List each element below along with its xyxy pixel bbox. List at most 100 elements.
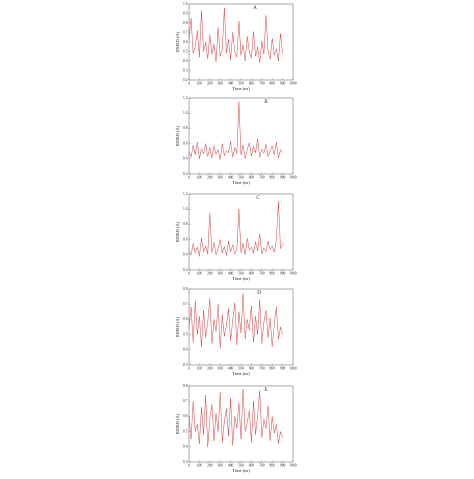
data-line [188,101,283,160]
y-tick-label: 0.5 [183,332,188,336]
y-tick-label: 0.3 [183,363,188,367]
y-tick-label: 0.4 [183,348,188,352]
y-tick-label: 0.4 [183,157,188,161]
y-tick-label: 0.9 [183,11,188,15]
x-tick-label: 0 [188,463,190,467]
data-line [188,293,283,349]
x-axis-label: Time (ns) [232,371,250,376]
x-tick-label: 300 [218,81,224,85]
y-tick-label: 0.2 [183,78,188,82]
x-tick-label: 400 [228,366,234,370]
x-tick-label: 600 [249,271,255,275]
y-tick-label: 0.6 [183,414,188,418]
x-tick-label: 400 [228,271,234,275]
chart-panel: 0.3 0.4 0.5 0.6 0.7 0.8 0 100 200 300 400 500 600 700… [175,384,297,473]
x-axis-label: Time (ns) [232,468,250,473]
x-tick-label: 800 [270,271,276,275]
x-tick-label: 500 [238,81,244,85]
y-tick-label: 0.8 [183,384,188,388]
y-tick-label: 0.4 [183,445,188,449]
y-tick-label: 0.5 [183,49,188,53]
x-tick-label: 1000 [289,463,296,467]
x-tick-label: 700 [259,175,265,179]
x-tick-label: 1000 [289,81,296,85]
y-tick-label: 0.8 [183,21,188,25]
y-tick-label: 0.8 [183,222,188,226]
x-tick-label: 800 [270,175,276,179]
y-tick-label: 0.6 [183,237,188,241]
x-tick-label: 200 [207,175,213,179]
panel-label: B [264,100,268,105]
x-tick-label: 100 [197,463,203,467]
plot-frame [188,193,294,271]
y-axis-label: RMSD (Å) [175,31,180,52]
x-tick-label: 0 [188,81,190,85]
x-tick-label: 600 [249,81,255,85]
x-tick-label: 700 [259,366,265,370]
chart-panel: 0.2 0.4 0.6 0.8 1.0 1.2 0 100 200 300 400 500 600 700… [175,96,297,185]
y-tick-label: 0.3 [183,460,188,464]
x-tick-label: 200 [207,463,213,467]
x-tick-label: 600 [249,175,255,179]
y-tick-label: 1.2 [183,192,188,196]
y-tick-label: 0.2 [183,268,188,272]
y-tick-label: 0.4 [183,59,188,63]
x-tick-label: 100 [197,175,203,179]
x-tick-label: 300 [218,463,224,467]
x-tick-label: 600 [249,463,255,467]
y-tick-label: 1.0 [183,207,188,211]
x-tick-label: 400 [228,175,234,179]
x-tick-label: 800 [270,463,276,467]
x-tick-label: 1000 [289,271,296,275]
plot-frame [188,288,294,366]
x-tick-label: 300 [218,175,224,179]
x-tick-label: 500 [238,463,244,467]
y-tick-label: 0.4 [183,253,188,257]
y-axis-label: RMSD (Å) [175,316,180,337]
plot-frame [188,385,294,463]
x-tick-label: 100 [197,81,203,85]
x-tick-label: 200 [207,366,213,370]
chart-panel: 0.2 0.4 0.6 0.8 1.0 1.2 0 100 200 300 400 500 600 700… [175,192,297,281]
y-tick-label: 0.7 [183,30,188,34]
y-tick-label: 0.8 [183,287,188,291]
x-axis-label: Time (ns) [232,276,250,281]
x-tick-label: 200 [207,81,213,85]
x-tick-label: 0 [188,366,190,370]
y-tick-label: 0.6 [183,317,188,321]
x-tick-label: 1000 [289,366,296,370]
y-axis-label: RMSD (Å) [175,125,180,146]
x-tick-label: 400 [228,463,234,467]
y-tick-label: 0.6 [183,40,188,44]
x-tick-label: 0 [188,175,190,179]
x-tick-label: 700 [259,81,265,85]
x-tick-label: 900 [280,463,286,467]
x-tick-label: 1000 [289,175,296,179]
data-line [188,201,283,257]
x-tick-label: 300 [218,366,224,370]
x-tick-label: 400 [228,81,234,85]
x-tick-label: 800 [270,81,276,85]
x-tick-label: 500 [238,366,244,370]
x-tick-label: 200 [207,271,213,275]
x-tick-label: 900 [280,271,286,275]
chart-panel: 0.2 0.3 0.4 0.5 0.6 0.7 0.8 0.9 1.0 0 100 200 300 400… [175,2,297,91]
y-tick-label: 0.7 [183,399,188,403]
data-line [188,389,283,447]
x-tick-label: 500 [238,271,244,275]
x-tick-label: 700 [259,463,265,467]
x-tick-label: 900 [280,81,286,85]
y-tick-label: 1.0 [183,2,188,6]
y-axis-label: RMSD (Å) [175,413,180,434]
x-axis-label: Time (ns) [232,86,250,91]
x-tick-label: 100 [197,366,203,370]
x-tick-label: 800 [270,366,276,370]
plot-frame [188,97,294,175]
y-tick-label: 0.6 [183,141,188,145]
plot-frame [188,3,294,81]
x-tick-label: 600 [249,366,255,370]
x-tick-label: 500 [238,175,244,179]
x-tick-label: 300 [218,271,224,275]
